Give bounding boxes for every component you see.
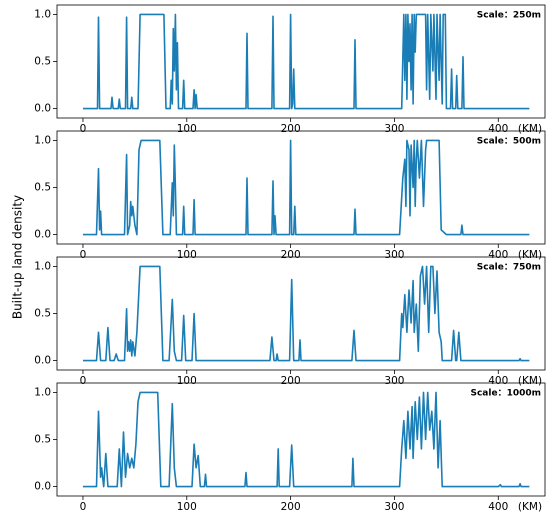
data-line: [83, 391, 530, 488]
x-tick-label: 400: [488, 123, 508, 135]
x-tick-label: 400: [488, 375, 508, 387]
y-tick-label: 0.0: [34, 481, 51, 493]
y-tick-label: 0.0: [34, 355, 51, 367]
x-tick-label: 200: [281, 249, 301, 261]
x-tick-label: 0: [80, 123, 87, 135]
x-tick-label: 100: [177, 375, 197, 387]
axes-frame: [56, 382, 546, 497]
x-tick-label: 400: [488, 501, 508, 513]
scale-annotation: Scale：500m: [477, 137, 541, 147]
y-axis-label: Built-up land density: [11, 195, 25, 319]
x-tick-label: 200: [281, 123, 301, 135]
x-tick-label: 300: [384, 501, 404, 513]
x-tick-label: 300: [384, 375, 404, 387]
y-tick-label: 0.5: [34, 434, 51, 446]
x-tick-label: 0: [80, 501, 87, 513]
axes-frame: [56, 130, 546, 245]
scale-annotation: Scale：750m: [477, 263, 541, 273]
y-tick-label: 0.5: [34, 56, 51, 68]
y-tick-label: 0.5: [34, 182, 51, 194]
x-axis-label: (KM): [518, 249, 542, 261]
data-line: [83, 13, 530, 110]
x-tick-label: 200: [281, 501, 301, 513]
x-tick-label: 100: [177, 501, 197, 513]
x-tick-label: 400: [488, 249, 508, 261]
axes-frame: [56, 4, 546, 119]
data-line: [83, 139, 530, 236]
x-tick-label: 0: [80, 249, 87, 261]
x-axis-label: (KM): [518, 375, 542, 387]
y-tick-label: 0.0: [34, 103, 51, 115]
x-tick-label: 100: [177, 123, 197, 135]
y-tick-label: 1.0: [34, 260, 51, 272]
y-tick-label: 1.0: [34, 134, 51, 146]
x-tick-label: 0: [80, 375, 87, 387]
y-tick-label: 1.0: [34, 386, 51, 398]
y-tick-label: 0.0: [34, 229, 51, 241]
x-axis-label: (KM): [518, 501, 542, 513]
x-tick-label: 300: [384, 249, 404, 261]
y-tick-label: 1.0: [34, 8, 51, 20]
x-tick-label: 300: [384, 123, 404, 135]
y-tick-label: 0.5: [34, 308, 51, 320]
scale-annotation: Scale：250m: [477, 11, 541, 21]
scale-annotation: Scale：1000m: [470, 389, 541, 399]
x-tick-label: 200: [281, 375, 301, 387]
data-line: [83, 265, 530, 362]
x-tick-label: 100: [177, 249, 197, 261]
x-axis-label: (KM): [518, 123, 542, 135]
